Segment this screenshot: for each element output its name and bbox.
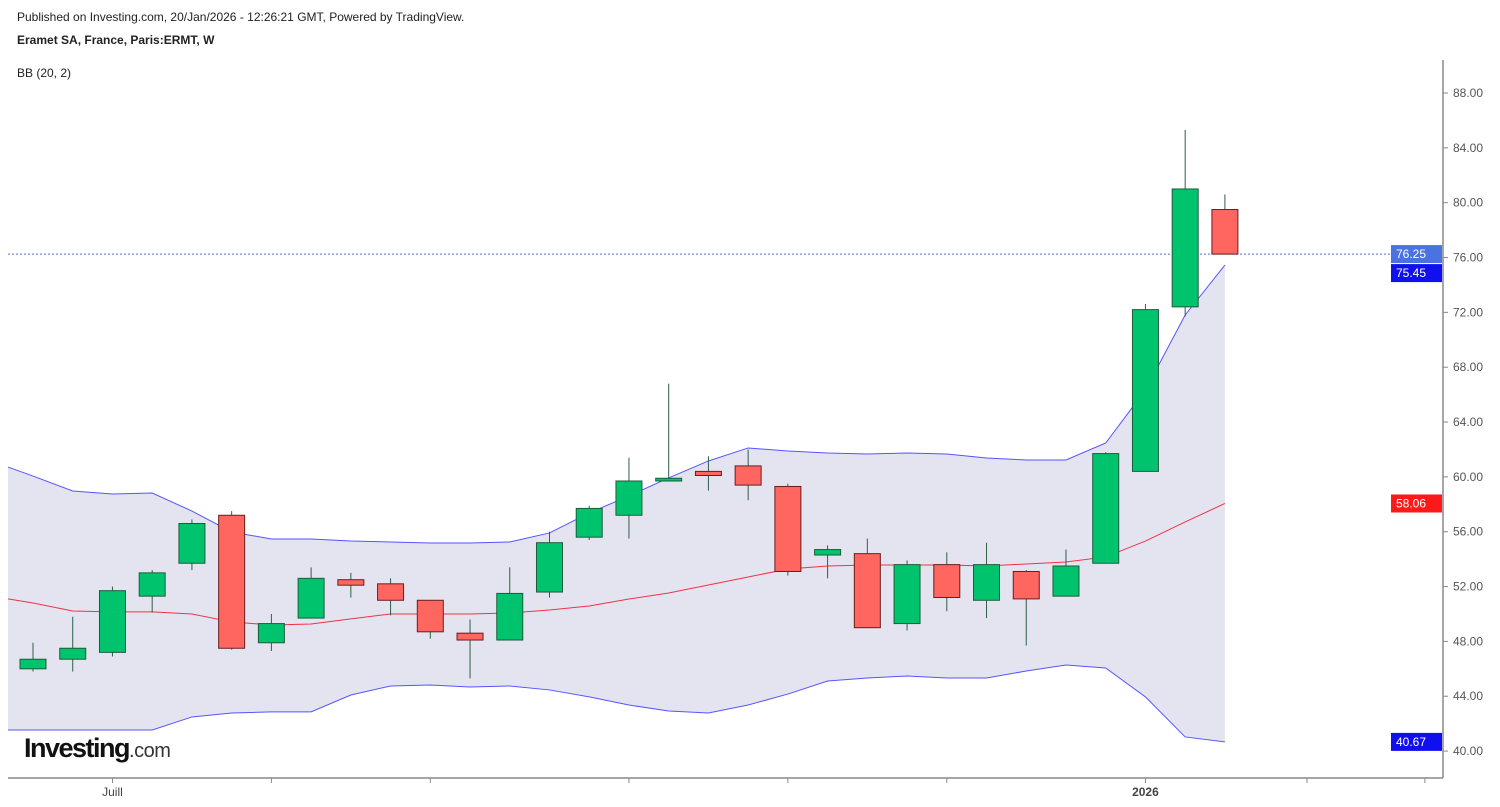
upper-band-label-text: 75.45 [1396, 266, 1426, 280]
candle [1012, 570, 1040, 646]
candle-body [973, 564, 1001, 601]
upper-band-label-bg [1391, 264, 1442, 283]
candle-body [615, 480, 643, 516]
lower-band-label: 40.67 [1391, 732, 1442, 751]
candle [1171, 130, 1199, 317]
candle [893, 560, 921, 631]
candle [59, 616, 87, 672]
chart-title[interactable]: Eramet SA, France, Paris:ERMT, W [17, 33, 215, 47]
candle [1052, 549, 1080, 597]
candle-body [933, 564, 961, 599]
y-tick-label: 60.00 [1453, 470, 1483, 484]
y-tick-label: 88.00 [1453, 86, 1483, 100]
y-tick-label: 80.00 [1453, 196, 1483, 210]
y-tick-label: 48.00 [1453, 634, 1483, 648]
candle [1131, 304, 1159, 472]
y-tick-label: 68.00 [1453, 360, 1483, 374]
upper-band-line [7, 264, 1226, 544]
published-note: Published on Investing.com, 20/Jan/2026 … [17, 10, 465, 24]
candle [973, 542, 1001, 619]
candle-body [496, 592, 524, 641]
last-price-label-bg [1391, 245, 1442, 264]
candle [615, 457, 643, 539]
candle-body [218, 514, 246, 649]
y-tick-label: 76.00 [1453, 251, 1483, 265]
middle-band-line [7, 503, 1226, 626]
logo-main: Investing [24, 733, 131, 763]
candle-body [456, 632, 484, 641]
y-tick-label: 52.00 [1453, 580, 1483, 594]
upper-band-label: 75.45 [1391, 264, 1442, 283]
last-price-label-text: 76.25 [1396, 247, 1426, 261]
logo-suffix: .com [129, 740, 171, 762]
x-tick-label: 2026 [1132, 785, 1159, 799]
candle [694, 456, 722, 491]
candle [337, 572, 365, 598]
candle-body [694, 470, 722, 477]
candle-body [814, 549, 842, 556]
candle [774, 483, 802, 576]
y-tick-label: 44.00 [1453, 689, 1483, 703]
middle-band-label-text: 58.06 [1396, 496, 1426, 510]
candle [297, 567, 325, 619]
candle-body [59, 647, 87, 660]
candle-body [337, 579, 365, 586]
candle-body [1211, 209, 1239, 255]
candle [178, 519, 206, 571]
candle-body [19, 658, 47, 670]
candle-body [575, 507, 603, 538]
candle [19, 642, 47, 672]
candle [416, 599, 444, 639]
candle [575, 505, 603, 540]
candle-body [893, 564, 921, 625]
candle [257, 613, 285, 651]
y-tick-label: 84.00 [1453, 141, 1483, 155]
candle-body [1131, 309, 1159, 472]
candle-body [377, 583, 405, 601]
candle [734, 449, 762, 501]
candle [933, 552, 961, 612]
candle [1092, 452, 1120, 564]
candle-body [138, 572, 166, 597]
lower-band-label-text: 40.67 [1396, 735, 1426, 749]
candle [655, 383, 683, 482]
middle-band-label: 58.06 [1391, 494, 1442, 513]
candle [138, 570, 166, 613]
candle-body [297, 577, 325, 619]
candle-body [734, 465, 762, 486]
candle [496, 567, 524, 641]
candle-body [257, 623, 285, 644]
lower-band-line [8, 664, 1225, 743]
indicator-label[interactable]: BB (20, 2) [17, 66, 72, 80]
candle [1211, 194, 1239, 255]
lower-band-label-bg [1391, 732, 1442, 751]
candle [535, 531, 563, 598]
candle-body [655, 477, 683, 482]
candle [377, 578, 405, 616]
candle-body [535, 542, 563, 593]
investing-logo: Investing.com [24, 733, 171, 764]
candle [218, 511, 246, 650]
middle-band-label-bg [1391, 494, 1442, 513]
candle [814, 545, 842, 579]
candle [98, 586, 126, 657]
candle-body [1092, 453, 1120, 564]
candle-body [1171, 188, 1199, 308]
candle [456, 619, 484, 679]
y-tick-label: 64.00 [1453, 415, 1483, 429]
y-tick-label: 72.00 [1453, 305, 1483, 319]
candle-body [178, 522, 206, 564]
candle-body [98, 590, 126, 653]
y-tick-label: 56.00 [1453, 525, 1483, 539]
candle-body [774, 485, 802, 572]
y-tick-label: 40.00 [1453, 744, 1483, 758]
candle-body [1052, 565, 1080, 597]
candle-body [416, 599, 444, 633]
candle [853, 538, 881, 629]
candle-body [853, 553, 881, 629]
last-price-label: 76.25 [1391, 245, 1442, 264]
x-tick-label: Juill [102, 785, 123, 799]
candle-body [1012, 570, 1040, 600]
